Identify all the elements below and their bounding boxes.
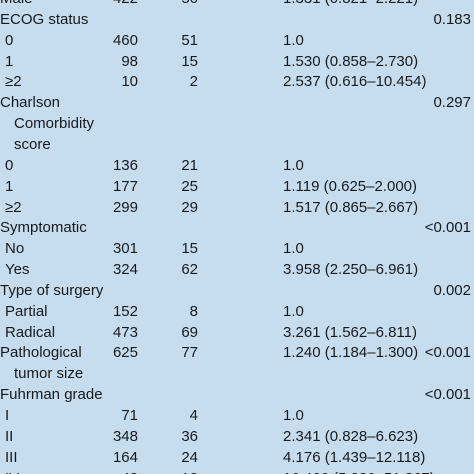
patients: 152	[112, 302, 138, 320]
row-label: 0	[5, 31, 14, 49]
row-label: Comorbidity	[14, 115, 95, 133]
hazard-ratio: 3.958 (2.250–6.961)	[283, 261, 419, 279]
hazard-ratio: 1.240 (1.184–1.300)	[283, 344, 419, 362]
events: 25	[181, 177, 198, 195]
events: 21	[181, 156, 198, 174]
row-label: Type of surgery	[0, 281, 104, 299]
hazard-ratio: 1.119 (0.625–2.000)	[283, 177, 417, 195]
patients: 164	[112, 448, 138, 466]
patients: 71	[121, 407, 138, 424]
p-value: 0.183	[433, 10, 471, 28]
row-label: I	[5, 407, 10, 424]
row-label: IV	[5, 469, 19, 474]
p-value: <0.001	[424, 344, 471, 362]
patients: 98	[121, 52, 138, 70]
patients: 177	[112, 177, 138, 195]
row-label: ≥2	[5, 73, 22, 91]
events: 15	[181, 240, 198, 258]
patients: 10	[121, 73, 138, 91]
events: 24	[181, 448, 198, 466]
row-label: No	[5, 240, 25, 258]
p-value: <0.001	[424, 219, 471, 237]
events: 4	[189, 407, 198, 424]
events: 29	[181, 198, 198, 216]
patients: 460	[112, 31, 138, 49]
hazard-ratio: 1.517 (0.865–2.667)	[283, 198, 419, 216]
row-label: Fuhrman grade	[0, 386, 103, 404]
row-label: 1	[5, 52, 14, 70]
hazard-ratio: 2.537 (0.616–10.454)	[283, 73, 427, 91]
row-label: tumor size	[14, 365, 84, 383]
hazard-ratio: 1.331 (0.821–2.221)	[283, 0, 418, 9]
hazard-ratio: 1.0	[283, 407, 304, 424]
p-value: <0.001	[424, 386, 471, 404]
events: 77	[181, 344, 198, 362]
hazard-ratio: 3.261 (1.562–6.811)	[283, 323, 417, 341]
p-value: 0.297	[433, 94, 471, 112]
hazard-ratio: 4.176 (1.439–12.118)	[283, 448, 426, 466]
patients: 348	[112, 427, 138, 445]
patients: 625	[112, 344, 138, 362]
row-label: Symptomatic	[0, 219, 87, 237]
hazard-ratio: 1.0	[283, 240, 304, 258]
hazard-ratio: 1.0	[283, 156, 304, 174]
patients: 136	[112, 156, 138, 174]
p-value: 0.002	[433, 281, 471, 299]
row-label: Pathological	[0, 344, 82, 362]
patients: 301	[112, 240, 138, 258]
row-label: Radical	[5, 323, 56, 341]
row-label: Partial	[5, 302, 48, 320]
events: 15	[181, 52, 198, 70]
patients: 422	[113, 0, 138, 9]
events: 51	[181, 31, 198, 49]
events: 69	[181, 323, 198, 341]
row-label: score	[14, 135, 51, 153]
hazard-ratio: 16.466 (5.280–51.367)	[283, 469, 435, 474]
hazard-ratio: 1.0	[283, 31, 304, 49]
events: 8	[189, 302, 198, 320]
patients: 473	[112, 323, 138, 341]
events: 36	[181, 427, 198, 445]
patients: 42	[121, 469, 138, 474]
row-label: III	[5, 448, 18, 466]
events: 62	[181, 261, 198, 279]
events: 13	[181, 469, 198, 474]
row-label: Yes	[5, 261, 30, 279]
row-label: ≥2	[5, 198, 22, 216]
events: 56	[181, 0, 198, 9]
row-label: ECOG status	[0, 10, 89, 28]
row-label: 0	[5, 156, 14, 174]
patients: 324	[112, 261, 138, 279]
patients: 299	[112, 198, 138, 216]
hazard-ratio: 1.0	[283, 302, 304, 320]
row-label: Male	[0, 0, 33, 9]
row-label: II	[5, 427, 14, 445]
hazard-ratio: 1.530 (0.858–2.730)	[283, 52, 419, 70]
events: 2	[189, 73, 198, 91]
row-label: Charlson	[0, 94, 61, 112]
hazard-ratio: 2.341 (0.828–6.623)	[283, 427, 419, 445]
row-label: 1	[5, 177, 14, 195]
